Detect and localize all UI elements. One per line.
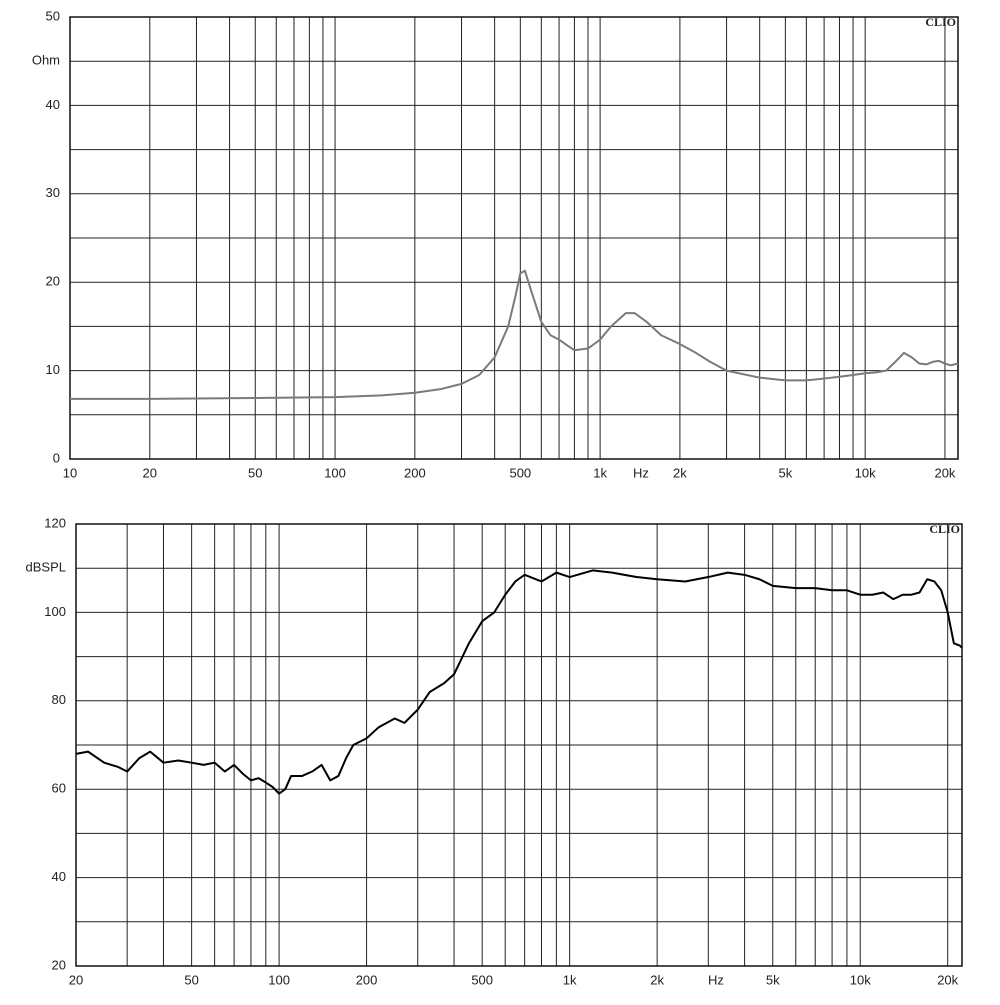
y-tick-label: 20 bbox=[46, 274, 60, 289]
watermark: CLIO bbox=[929, 522, 960, 536]
x-tick-label: 200 bbox=[404, 465, 426, 480]
x-tick-label: 1k bbox=[593, 465, 607, 480]
data-line bbox=[75, 569, 963, 795]
chart: 20 40 60 80 100 120 20 50 100 200 500 1k 2k 5k 10k 20k H… bbox=[26, 515, 963, 987]
y-tick-label: 60 bbox=[52, 781, 66, 796]
x-tick-label: 20 bbox=[69, 972, 83, 987]
x-tick-label: 1k bbox=[563, 972, 577, 987]
x-tick-label: 20 bbox=[143, 465, 157, 480]
data-line bbox=[70, 269, 959, 400]
y-unit: Ohm bbox=[32, 53, 60, 68]
x-tick-label: 200 bbox=[356, 972, 378, 987]
y-tick-label: 20 bbox=[52, 957, 66, 972]
y-tick-label: 50 bbox=[46, 8, 60, 23]
x-tick-label: 10k bbox=[850, 972, 871, 987]
y-tick-label: 100 bbox=[44, 604, 66, 619]
watermark: CLIO bbox=[925, 15, 956, 29]
y-tick-label: 80 bbox=[52, 692, 66, 707]
x-tick-label: 10 bbox=[63, 465, 77, 480]
y-tick-label: 120 bbox=[44, 515, 66, 530]
plot-border bbox=[69, 16, 959, 460]
x-tick-label: 5k bbox=[779, 465, 793, 480]
y-tick-label: 40 bbox=[52, 869, 66, 884]
plot-border bbox=[75, 523, 963, 967]
x-tick-label: 100 bbox=[324, 465, 346, 480]
x-tick-label: 2k bbox=[650, 972, 664, 987]
x-unit: Hz bbox=[708, 972, 724, 987]
y-tick-label: 10 bbox=[46, 362, 60, 377]
x-tick-label: 20k bbox=[934, 465, 955, 480]
x-unit: Hz bbox=[633, 465, 649, 480]
x-tick-label: 100 bbox=[268, 972, 290, 987]
y-tick-label: 30 bbox=[46, 185, 60, 200]
x-tick-label: 5k bbox=[766, 972, 780, 987]
x-tick-label: 10k bbox=[855, 465, 876, 480]
x-tick-label: 500 bbox=[471, 972, 493, 987]
x-tick-label: 50 bbox=[184, 972, 198, 987]
y-tick-label: 40 bbox=[46, 97, 60, 112]
x-tick-label: 50 bbox=[248, 465, 262, 480]
y-unit: dBSPL bbox=[26, 560, 66, 575]
x-tick-label: 2k bbox=[673, 465, 687, 480]
x-tick-label: 20k bbox=[937, 972, 958, 987]
y-tick-label: 0 bbox=[53, 450, 60, 465]
x-tick-label: 500 bbox=[509, 465, 531, 480]
